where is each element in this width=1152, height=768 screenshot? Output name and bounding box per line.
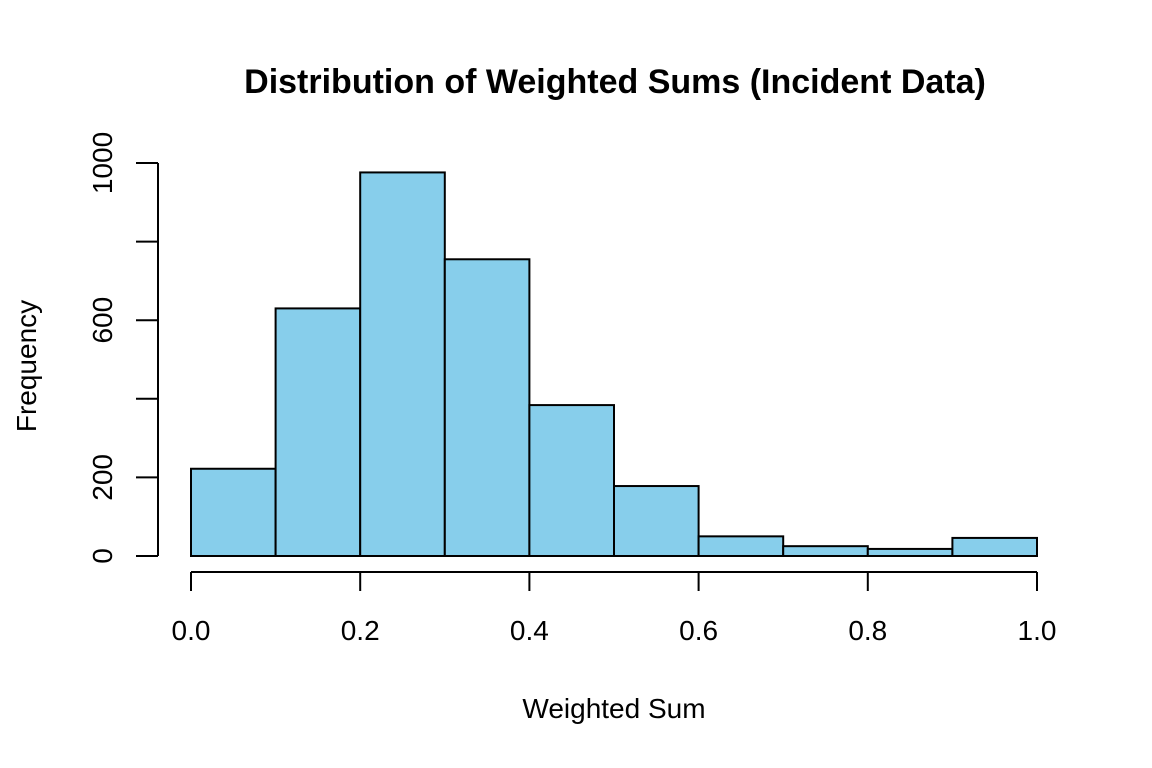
histogram-bar — [697, 535, 785, 557]
y-tick-label: 1000 — [87, 132, 118, 194]
histogram-bar — [190, 467, 277, 557]
x-tick-label: 0.0 — [172, 615, 211, 646]
histogram-bar — [528, 404, 616, 558]
y-tick-label: 0 — [87, 548, 118, 564]
histogram-bar — [443, 258, 531, 557]
chart-title: Distribution of Weighted Sums (Incident … — [244, 63, 986, 101]
histogram-bar — [274, 307, 362, 557]
x-tick-label: 0.6 — [679, 615, 718, 646]
x-tick-label: 0.4 — [510, 615, 549, 646]
x-axis: 0.0 0.2 0.4 0.6 0.8 1.0 — [172, 571, 1057, 646]
x-tick-label: 0.8 — [848, 615, 887, 646]
bars-group — [190, 171, 1039, 558]
y-axis: 0 200 600 1000 — [87, 132, 159, 564]
x-tick-label: 1.0 — [1018, 615, 1057, 646]
x-axis-label: Weighted Sum — [522, 693, 705, 724]
y-tick-label: 200 — [87, 454, 118, 501]
histogram-bar — [613, 485, 700, 557]
histogram-bar — [782, 545, 869, 557]
histogram-bar — [359, 171, 446, 557]
x-tick-label: 0.2 — [341, 615, 380, 646]
y-axis-label: Frequency — [11, 300, 42, 432]
histogram-bar — [866, 547, 954, 558]
histogram-bar — [951, 536, 1039, 557]
y-tick-label: 600 — [87, 297, 118, 344]
